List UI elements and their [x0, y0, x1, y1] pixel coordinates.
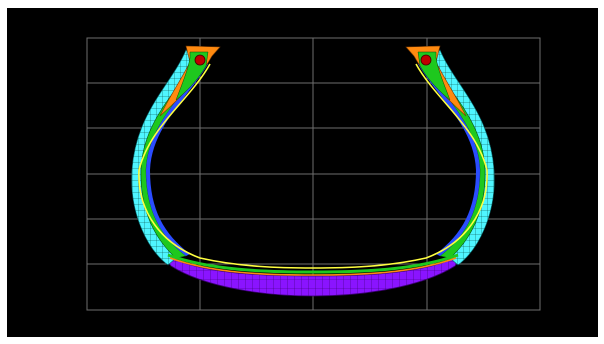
tread-mesh	[162, 254, 464, 296]
